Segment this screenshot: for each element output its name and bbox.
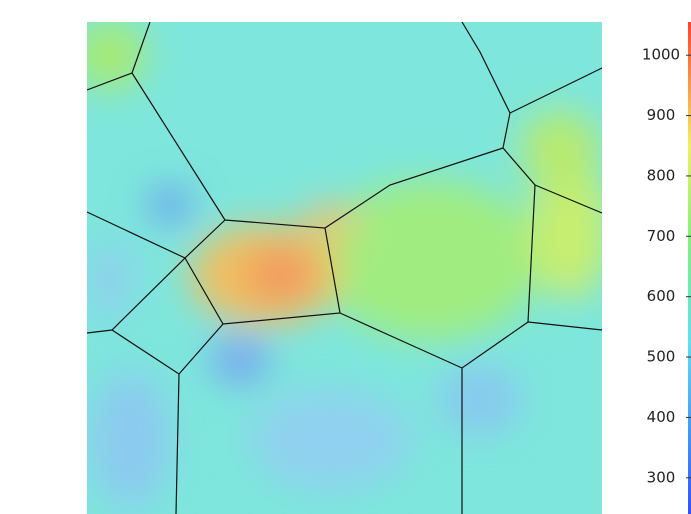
colorbar-tick-label: 600 (647, 287, 676, 305)
colorbar-tick-label: 700 (647, 227, 676, 245)
colorbar-tick-label: 300 (647, 468, 676, 486)
colorbar-tick-label: 800 (647, 166, 676, 184)
colorbar (688, 22, 691, 514)
colorbar-tick-label: 1000 (642, 46, 680, 64)
colorbar-tick-label: 900 (647, 106, 676, 124)
heatmap-field (87, 22, 602, 514)
colorbar-tick-label: 500 (647, 348, 676, 366)
colorbar-tick-label: 400 (647, 408, 676, 426)
